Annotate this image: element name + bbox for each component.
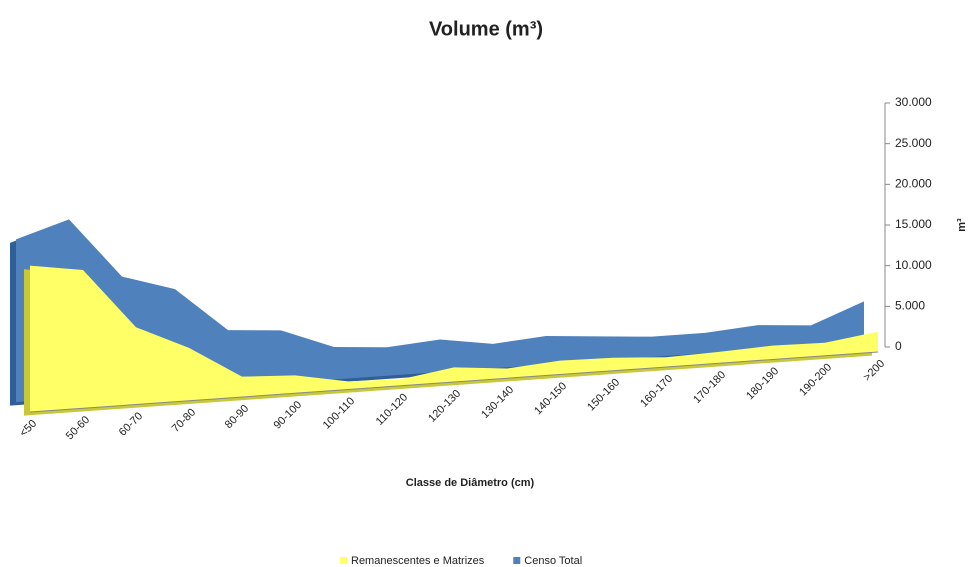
- y-axis-title: m³: [956, 218, 968, 232]
- x-tick-label: 150-160: [585, 376, 622, 413]
- x-tick-label: 120-130: [426, 388, 463, 425]
- y-tick-label: 20.000: [895, 177, 932, 191]
- y-tick-label: 15.000: [895, 217, 932, 231]
- x-tick-label: 90-100: [271, 399, 304, 432]
- x-tick-label: 180-190: [744, 365, 781, 402]
- x-tick-label: 50-60: [64, 414, 92, 442]
- x-tick-label: 100-110: [321, 395, 357, 431]
- y-tick-label: 30.000: [895, 95, 932, 109]
- x-axis: [29, 351, 879, 413]
- legend-label: Censo Total: [524, 555, 582, 567]
- chart-title: Volume (m³): [429, 18, 543, 40]
- x-tick-label: 140-150: [532, 380, 569, 417]
- x-tick-label: 70-80: [170, 406, 198, 434]
- x-tick-label: <50: [17, 418, 39, 440]
- x-tick-label: 170-180: [691, 369, 728, 406]
- y-tick-label: 25.000: [895, 136, 932, 150]
- legend-label: Remanescentes e Matrizes: [351, 555, 485, 567]
- x-tick-label: 130-140: [479, 384, 516, 421]
- x-tick-label: 80-90: [223, 403, 251, 431]
- x-tick-label: >200: [861, 358, 887, 384]
- area: [16, 219, 864, 402]
- x-tick-label: 110-120: [374, 391, 410, 427]
- x-axis-title: Classe de Diâmetro (cm): [406, 477, 535, 489]
- y-tick-label: 5.000: [895, 299, 925, 313]
- area: [30, 265, 878, 412]
- y-tick-label: 10.000: [895, 258, 932, 272]
- x-tick-label: 60-70: [117, 410, 145, 438]
- x-tick-label: 190-200: [797, 361, 834, 398]
- y-tick-label: 0: [895, 339, 902, 353]
- legend-swatch: [513, 557, 521, 564]
- x-tick-label: 160-170: [638, 373, 675, 410]
- legend-swatch: [340, 557, 347, 564]
